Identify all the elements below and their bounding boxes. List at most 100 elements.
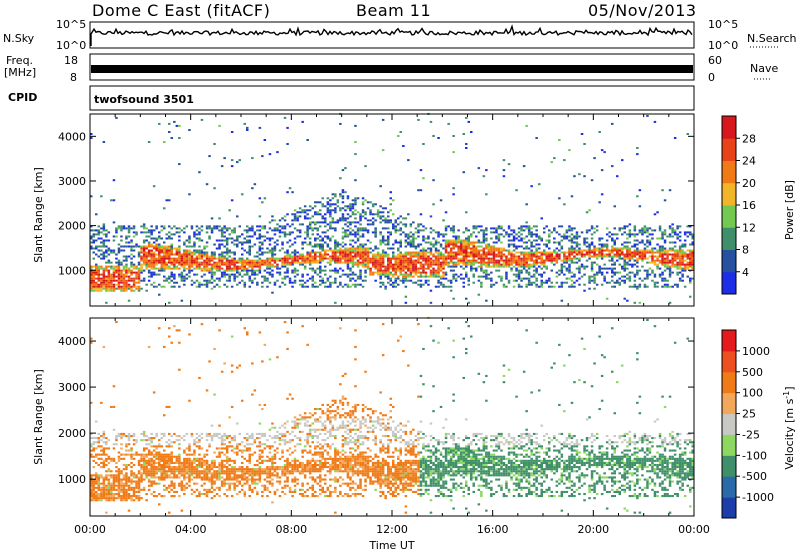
power-cell bbox=[130, 289, 133, 292]
power-cell bbox=[306, 213, 309, 216]
power-cell bbox=[117, 251, 121, 254]
power-cell bbox=[434, 285, 438, 288]
power-cell bbox=[283, 255, 287, 258]
power-cell bbox=[532, 259, 536, 262]
velocity-cell bbox=[100, 497, 103, 500]
power-cell bbox=[384, 275, 387, 278]
power-cell bbox=[298, 223, 302, 226]
power-cell bbox=[502, 229, 506, 232]
power-cell bbox=[125, 241, 128, 244]
velocity-cell bbox=[97, 474, 100, 477]
power-cell bbox=[379, 261, 382, 264]
power-cell bbox=[666, 263, 669, 266]
power-cell bbox=[152, 273, 156, 276]
power-cell bbox=[522, 277, 526, 280]
power-cell bbox=[107, 287, 111, 290]
power-cell bbox=[198, 227, 201, 230]
power-cell bbox=[387, 239, 390, 242]
power-cell bbox=[636, 247, 639, 250]
power-cell bbox=[324, 255, 327, 258]
velocity-cell bbox=[127, 495, 131, 498]
power-cell bbox=[102, 243, 106, 246]
power-cell bbox=[127, 229, 131, 232]
power-cell bbox=[477, 251, 481, 254]
power-cell bbox=[329, 221, 332, 224]
power-cell bbox=[276, 265, 279, 268]
power-cell bbox=[497, 239, 501, 242]
power-cell bbox=[467, 235, 470, 238]
power-cell bbox=[470, 241, 473, 244]
power-cell bbox=[180, 253, 184, 256]
power-cell bbox=[251, 269, 254, 272]
power-cell bbox=[311, 215, 314, 218]
power-cell bbox=[432, 179, 435, 182]
power-cell bbox=[600, 237, 604, 240]
power-cell bbox=[422, 177, 425, 180]
power-cell bbox=[215, 263, 219, 266]
power-cell bbox=[97, 237, 100, 240]
power-cell bbox=[319, 255, 322, 258]
power-cell bbox=[671, 263, 674, 266]
power-cell bbox=[387, 267, 390, 270]
power-cell bbox=[251, 227, 254, 230]
power-cell bbox=[439, 283, 443, 286]
power-cell bbox=[381, 239, 385, 242]
power-cell bbox=[658, 225, 662, 228]
power-cell bbox=[442, 253, 445, 256]
power-cell bbox=[190, 261, 194, 264]
power-cell bbox=[389, 267, 392, 270]
power-cell bbox=[115, 253, 118, 256]
power-cell bbox=[334, 221, 337, 224]
power-cell bbox=[439, 251, 443, 254]
power-cell bbox=[563, 203, 566, 206]
power-cell bbox=[90, 283, 93, 286]
power-cell bbox=[578, 173, 581, 176]
power-cell bbox=[427, 255, 430, 258]
power-cell bbox=[246, 231, 249, 234]
velocity-cell bbox=[100, 453, 103, 456]
velocity-cell bbox=[112, 478, 116, 481]
power-cell bbox=[454, 235, 458, 238]
power-cell bbox=[125, 263, 128, 266]
power-cell bbox=[608, 235, 611, 238]
power-cell bbox=[658, 255, 662, 258]
velocity-cell bbox=[160, 474, 163, 477]
power-cell bbox=[525, 263, 528, 266]
power-cell bbox=[102, 271, 106, 274]
power-cell bbox=[412, 239, 415, 242]
power-cell bbox=[278, 273, 282, 276]
power-cell bbox=[208, 269, 211, 272]
power-cell bbox=[651, 257, 654, 260]
power-cell bbox=[336, 285, 340, 288]
power-cell bbox=[412, 233, 415, 236]
power-cell bbox=[580, 255, 584, 258]
power-cell bbox=[344, 223, 347, 226]
power-cell bbox=[120, 239, 123, 242]
power-cell bbox=[344, 209, 347, 212]
power-cell bbox=[477, 239, 481, 242]
power-cell bbox=[681, 261, 684, 264]
power-cell bbox=[648, 255, 652, 258]
power-cell bbox=[326, 211, 330, 214]
power-cell bbox=[303, 237, 307, 240]
power-cell bbox=[437, 261, 440, 264]
noise-strip-frame bbox=[89, 21, 695, 49]
velocity-cell bbox=[122, 497, 126, 500]
power-cell bbox=[583, 239, 586, 242]
power-cell bbox=[389, 273, 392, 276]
power-cell bbox=[120, 269, 123, 272]
power-cell bbox=[477, 231, 481, 234]
power-cell bbox=[230, 237, 234, 240]
velocity-cell bbox=[150, 451, 153, 454]
power-cell bbox=[364, 217, 367, 220]
power-cell bbox=[286, 126, 289, 129]
power-cell bbox=[638, 285, 642, 288]
velocity-cell bbox=[168, 405, 171, 408]
power-cell bbox=[90, 281, 93, 284]
power-cell bbox=[185, 249, 189, 252]
power-cell bbox=[145, 257, 148, 260]
velocity-cell bbox=[107, 455, 111, 458]
power-cell bbox=[125, 265, 128, 268]
power-cell bbox=[678, 259, 682, 262]
power-cell bbox=[510, 251, 513, 254]
